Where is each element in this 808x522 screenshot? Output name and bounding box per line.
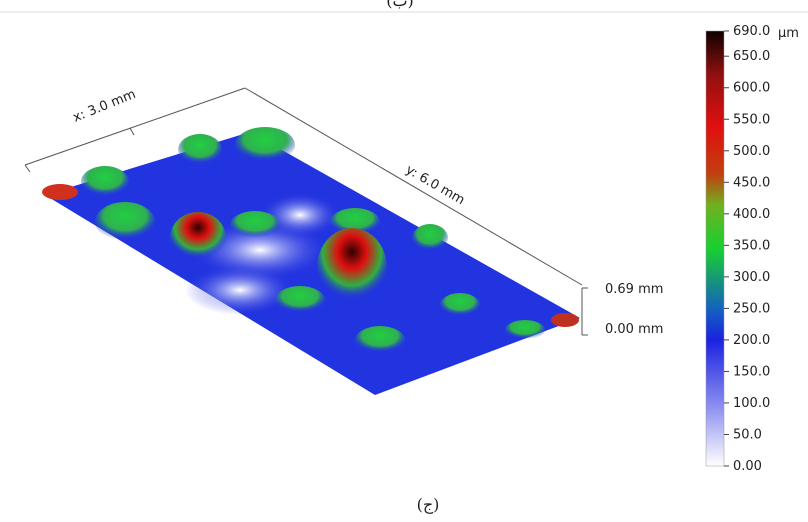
colorbar-tick-label: 250.0 [733, 301, 770, 316]
colorbar-tick-label: 690.0 [733, 24, 770, 39]
colorbar-tick-label: 400.0 [733, 207, 770, 222]
colorbar-tick-label: 650.0 [733, 49, 770, 64]
x-axis-label: x: 3.0 mm [71, 87, 138, 126]
surface [42, 127, 580, 395]
figure: (ب) x: 3.0 mm y: 6.0 mm 0.69 mm 0.00 mm [0, 0, 808, 518]
colorbar-tick-label: 350.0 [733, 238, 770, 253]
y-axis-label: y: 6.0 mm [403, 162, 467, 208]
colorbar-tick-label: 600.0 [733, 81, 770, 96]
height-min-label: 0.00 mm [605, 322, 663, 337]
height-max-label: 0.69 mm [605, 282, 663, 297]
colorbar-unit: µm [778, 26, 799, 41]
colorbar-tick-label: 200.0 [733, 333, 770, 348]
top-caption: (ب) [386, 0, 414, 10]
colorbar-tick-label: 300.0 [733, 270, 770, 285]
colorbar-tick-label: 500.0 [733, 144, 770, 159]
colorbar-tick-label: 550.0 [733, 112, 770, 127]
colorbar-tick-label: 450.0 [733, 175, 770, 190]
colorbar-tick-label: 50.0 [733, 427, 762, 442]
colorbar-tick-label: 100.0 [733, 396, 770, 411]
colorbar [706, 31, 724, 466]
colorbar-tick-label: 0.00 [733, 459, 762, 474]
colorbar-tick-label: 150.0 [733, 364, 770, 379]
caption: (ج) [417, 495, 440, 514]
